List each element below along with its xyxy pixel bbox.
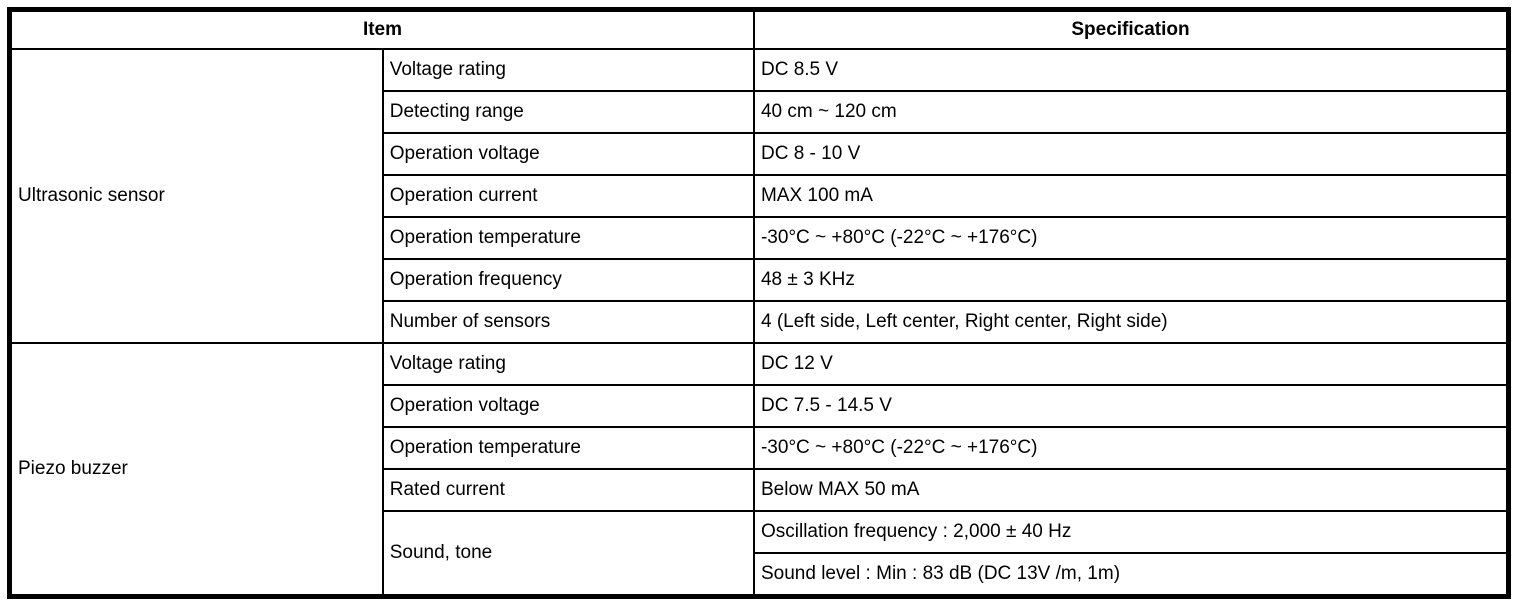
header-row: Item Specification xyxy=(8,8,1510,50)
spec-cell: 4 (Left side, Left center, Right center,… xyxy=(752,300,1510,344)
item-category-ultrasonic-sensor: Ultrasonic sensor xyxy=(8,48,384,344)
spec-cell: Oscillation frequency : 2,000 ± 40 Hz xyxy=(752,510,1510,554)
table-row: Sound level : Min : 83 dB (DC 13V /m, 1m… xyxy=(10,552,1510,598)
spec-cell: MAX 100 mA xyxy=(752,174,1510,218)
table-row: Detecting range 40 cm ~ 120 cm xyxy=(10,90,1510,134)
item-sub-cell: Voltage rating xyxy=(381,342,755,386)
spec-cell: DC 8.5 V xyxy=(752,48,1510,92)
column-header-item: Item xyxy=(8,8,755,50)
spec-cell: -30°C ~ +80°C (-22°C ~ +176°C) xyxy=(752,426,1510,470)
item-category-piezo-buzzer: Piezo buzzer xyxy=(8,342,384,598)
item-sub-cell: Operation temperature xyxy=(381,426,755,470)
item-sub-cell: Voltage rating xyxy=(381,48,755,92)
table-row: Ultrasonic sensor Voltage rating DC 8.5 … xyxy=(8,48,1510,344)
spec-cell: 48 ± 3 KHz xyxy=(752,258,1510,302)
specification-table: Item Specification Ultrasonic sensor Vol… xyxy=(7,7,1511,599)
item-sub-cell: Detecting range xyxy=(381,90,755,134)
spec-cell: DC 12 V xyxy=(752,342,1510,386)
item-sub-cell: Operation voltage xyxy=(381,384,755,428)
table-row: Operation voltage DC 8 - 10 V xyxy=(10,132,1510,176)
table-row: Rated current Below MAX 50 mA xyxy=(10,468,1510,512)
item-sub-cell: Rated current xyxy=(381,468,755,512)
table-row: Piezo buzzer Voltage rating DC 12 V xyxy=(8,342,1510,598)
table-row: Operation temperature -30°C ~ +80°C (-22… xyxy=(10,426,1510,470)
item-sub-cell: Operation frequency xyxy=(381,258,755,302)
table-row: Operation temperature -30°C ~ +80°C (-22… xyxy=(10,216,1510,260)
table-row: Operation current MAX 100 mA xyxy=(10,174,1510,218)
item-sub-cell: Operation temperature xyxy=(381,216,755,260)
spec-cell: DC 8 - 10 V xyxy=(752,132,1510,176)
spec-cell: Sound level : Min : 83 dB (DC 13V /m, 1m… xyxy=(752,552,1510,598)
table-row: Number of sensors 4 (Left side, Left cen… xyxy=(10,300,1510,344)
table-row: Operation voltage DC 7.5 - 14.5 V xyxy=(10,384,1510,428)
spec-cell: Below MAX 50 mA xyxy=(752,468,1510,512)
table-row: Operation frequency 48 ± 3 KHz xyxy=(10,258,1510,302)
item-sub-cell-sound-tone: Sound, tone xyxy=(381,510,755,598)
item-sub-cell: Operation voltage xyxy=(381,132,755,176)
spec-cell: 40 cm ~ 120 cm xyxy=(752,90,1510,134)
item-sub-cell: Operation current xyxy=(381,174,755,218)
item-sub-cell: Number of sensors xyxy=(381,300,755,344)
spec-cell: DC 7.5 - 14.5 V xyxy=(752,384,1510,428)
spec-cell: -30°C ~ +80°C (-22°C ~ +176°C) xyxy=(752,216,1510,260)
column-header-specification: Specification xyxy=(752,8,1510,50)
table-row: Sound, tone Oscillation frequency : 2,00… xyxy=(10,510,1510,598)
